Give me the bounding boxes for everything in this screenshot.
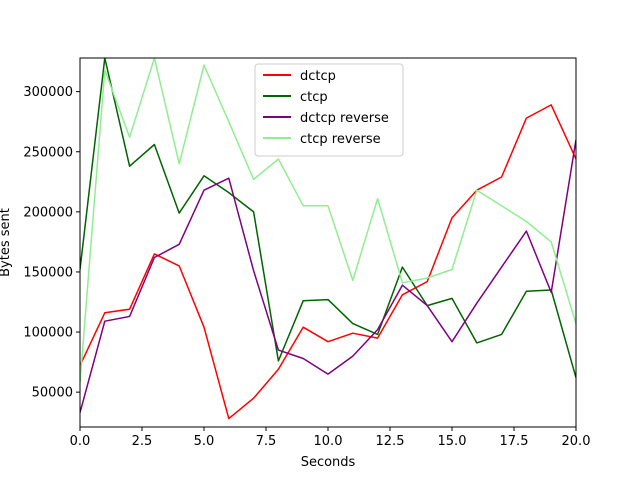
y-tick-label: 150000	[23, 265, 73, 280]
x-tick-label: 20.0	[562, 434, 591, 449]
plot-lines	[80, 58, 576, 420]
legend-label: dctcp reverse	[300, 111, 389, 126]
y-tick-label: 100000	[23, 326, 73, 341]
legend-label: dctcp	[300, 69, 336, 84]
legend-box	[254, 63, 404, 157]
x-tick-label: 5.0	[194, 434, 215, 449]
x-tick-label: 12.5	[376, 434, 405, 449]
series-line-1	[80, 58, 576, 378]
y-axis: 50000 100000 150000 200000 250000 300000	[23, 85, 80, 401]
x-tick-label: 0.0	[70, 434, 91, 449]
series-line-3	[80, 58, 576, 383]
x-tick-label: 17.5	[500, 434, 529, 449]
x-axis-label: Seconds	[301, 455, 356, 470]
legend: dctcp ctcp dctcp reverse ctcp reverse	[254, 63, 404, 157]
legend-label: ctcp reverse	[300, 132, 381, 147]
x-tick-label: 7.5	[256, 434, 277, 449]
y-tick-label: 300000	[23, 85, 73, 100]
y-tick-label: 250000	[23, 145, 73, 160]
y-tick-label: 200000	[23, 205, 73, 220]
legend-label: ctcp	[300, 90, 328, 105]
x-axis: 0.0 2.5 5.0 7.5 10.0 12.5 15.0 17.5 20.0	[70, 427, 591, 449]
y-axis-label: Bytes sent	[0, 208, 13, 277]
series-line-2	[80, 139, 576, 413]
series-line-0	[80, 104, 576, 420]
x-tick-label: 2.5	[132, 434, 153, 449]
y-tick-label: 50000	[32, 386, 73, 401]
x-tick-label: 10.0	[314, 434, 343, 449]
x-tick-label: 15.0	[438, 434, 467, 449]
